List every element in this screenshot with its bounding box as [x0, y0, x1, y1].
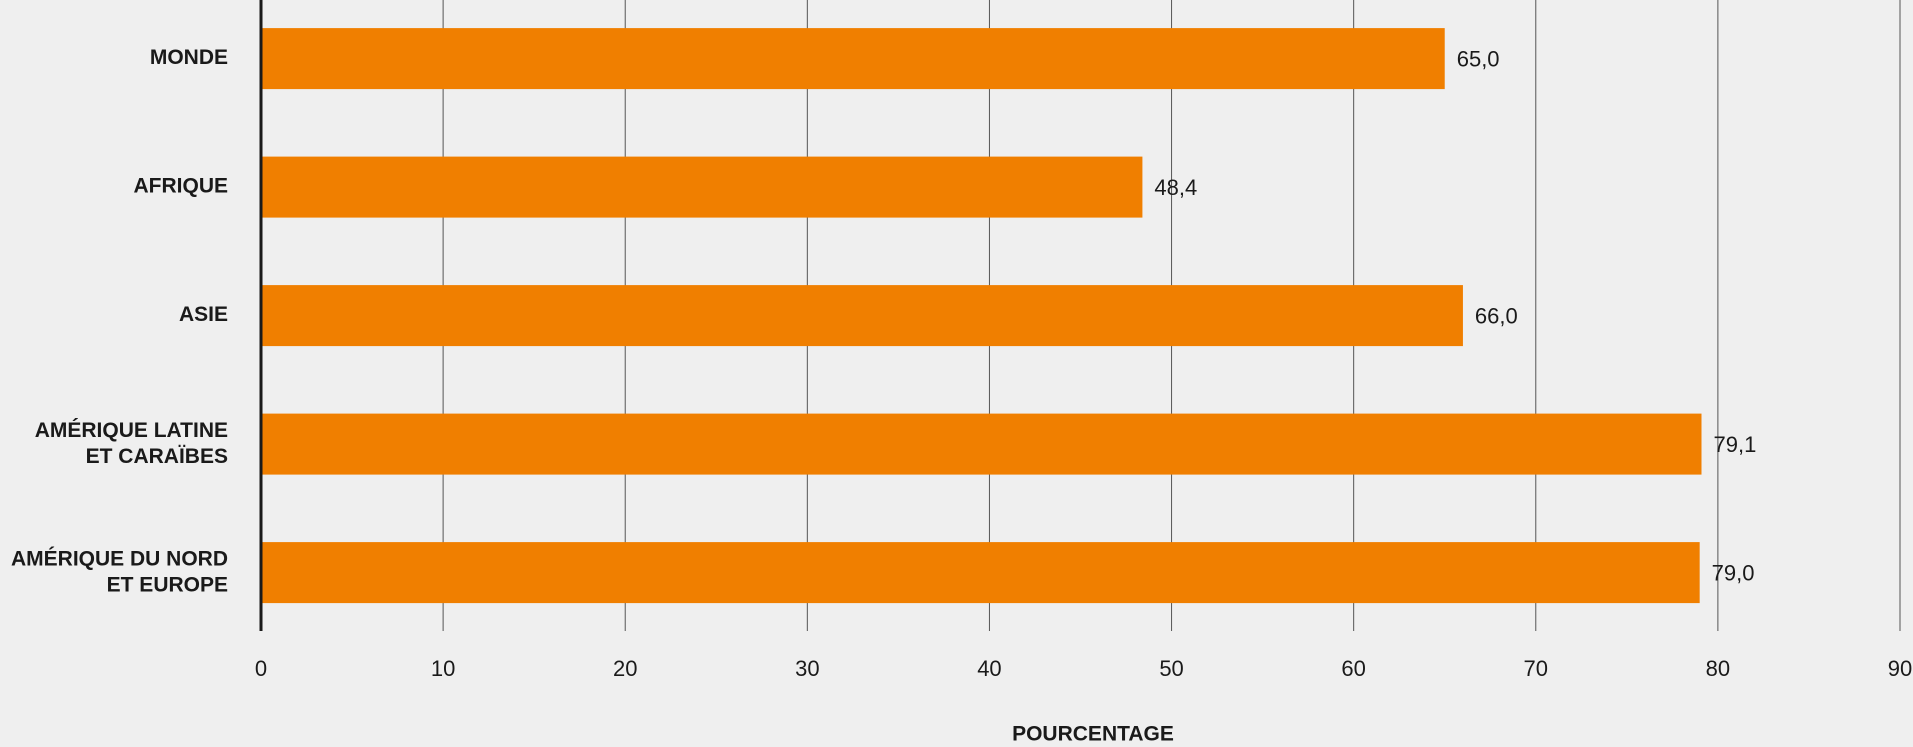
y-tick-label: AFRIQUE — [134, 175, 229, 198]
y-tick-label: ASIE — [179, 303, 228, 326]
bar — [261, 285, 1463, 347]
x-tick-label: 20 — [613, 656, 637, 681]
value-label: 65,0 — [1457, 46, 1500, 71]
axis-title: POURCENTAGE — [1012, 723, 1174, 746]
value-label: 66,0 — [1475, 303, 1518, 328]
x-tick-label: 90 — [1888, 656, 1912, 681]
bar — [261, 542, 1700, 604]
x-tick-label: 40 — [977, 656, 1001, 681]
x-tick-label: 10 — [431, 656, 455, 681]
x-tick-label: 50 — [1159, 656, 1183, 681]
value-label: 48,4 — [1154, 175, 1197, 200]
bar — [261, 413, 1702, 475]
x-tick-label: 0 — [255, 656, 267, 681]
x-tick-label: 70 — [1524, 656, 1548, 681]
x-tick-label: 60 — [1341, 656, 1365, 681]
value-label: 79,0 — [1712, 560, 1755, 585]
x-tick-label: 80 — [1706, 656, 1730, 681]
y-tick-label: AMÉRIQUE LATINE ET CARAÏBES — [35, 419, 228, 468]
bar — [261, 28, 1445, 90]
y-tick-label: AMÉRIQUE DU NORD ET EUROPE — [11, 547, 228, 596]
value-label: 79,1 — [1713, 432, 1756, 457]
x-tick-label: 30 — [795, 656, 819, 681]
y-tick-label: MONDE — [150, 46, 228, 69]
bar — [261, 156, 1143, 218]
